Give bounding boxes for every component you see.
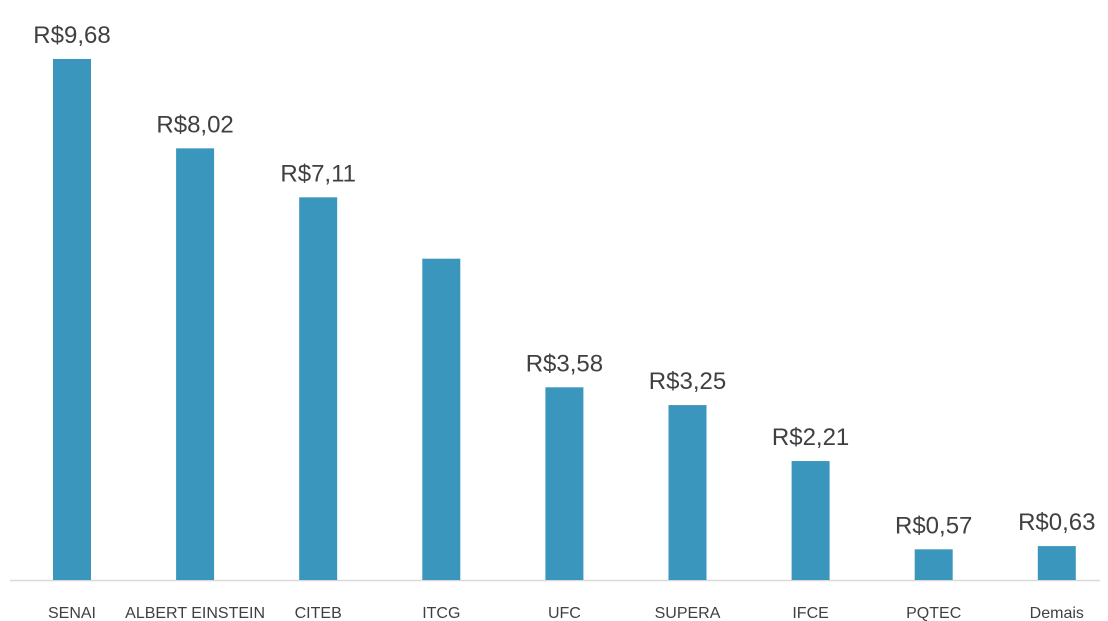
data-label: R$0,63 — [1018, 509, 1095, 536]
x-tick-label: Demais — [1030, 605, 1084, 621]
bar — [914, 549, 953, 580]
data-label: R$0,57 — [895, 512, 972, 539]
bar — [176, 148, 215, 581]
x-tick-label: IFCE — [792, 605, 828, 621]
bar — [668, 405, 707, 580]
x-tick-label: CITEB — [295, 605, 342, 621]
data-label: R$7,11 — [280, 160, 356, 187]
bar — [299, 197, 338, 580]
bar — [545, 387, 584, 580]
x-tick-label: ALBERT EINSTEIN — [125, 605, 265, 621]
bar — [422, 258, 461, 580]
data-label: R$2,21 — [772, 424, 849, 451]
x-tick-label: SENAI — [48, 605, 96, 621]
data-label: R$8,02 — [156, 111, 233, 138]
data-label: R$3,25 — [649, 368, 726, 395]
bar — [791, 461, 830, 580]
x-tick-label: ITCG — [422, 605, 460, 621]
data-label: R$9,68 — [33, 22, 110, 49]
x-tick-label: UFC — [548, 605, 581, 621]
x-tick-label: SUPERA — [655, 605, 721, 621]
data-label: R$3,58 — [526, 350, 603, 377]
x-tick-label: PQTEC — [906, 605, 961, 621]
bar — [1037, 546, 1076, 580]
bar — [53, 59, 91, 580]
